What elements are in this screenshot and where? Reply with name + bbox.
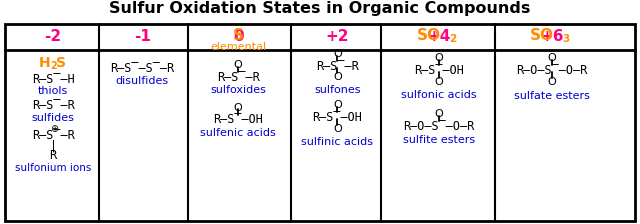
Text: R–S̅–OH: R–S̅–OH	[213, 113, 263, 126]
Text: sulfate esters: sulfate esters	[514, 91, 589, 101]
Text: 2: 2	[51, 61, 57, 71]
Text: O: O	[333, 72, 342, 82]
Text: R–S̅–H: R–S̅–H	[32, 73, 74, 86]
Text: 2: 2	[449, 34, 457, 44]
Text: +4: +4	[428, 29, 451, 44]
Text: S: S	[56, 56, 67, 70]
Text: R–O–S̅–O–R: R–O–S̅–O–R	[403, 120, 475, 133]
Text: R–S̅–OH: R–S̅–OH	[414, 64, 464, 77]
Text: +6: +6	[540, 29, 563, 44]
Text: O: O	[333, 124, 342, 134]
Text: -2: -2	[45, 29, 61, 44]
Text: SO: SO	[417, 28, 441, 43]
Text: sulfenic acids: sulfenic acids	[200, 128, 276, 138]
Text: R–S̅–R: R–S̅–R	[316, 60, 358, 73]
Text: R–S̅–R: R–S̅–R	[32, 129, 74, 142]
Text: O: O	[333, 49, 342, 59]
Text: sulfones: sulfones	[314, 85, 360, 95]
Text: R–O–S̅–O–R: R–O–S̅–O–R	[516, 64, 588, 77]
Text: 3: 3	[562, 34, 570, 44]
Text: sulfite esters: sulfite esters	[403, 135, 475, 145]
Text: R–S̅–S̅–R: R–S̅–S̅–R	[110, 62, 174, 75]
Text: sulfinic acids: sulfinic acids	[301, 137, 373, 147]
Text: sulfonic acids: sulfonic acids	[401, 90, 477, 99]
Text: thiols: thiols	[38, 86, 68, 96]
Text: ⊕: ⊕	[50, 124, 58, 134]
Text: Sulfur Oxidation States in Organic Compounds: Sulfur Oxidation States in Organic Compo…	[109, 2, 531, 16]
Text: sulfides: sulfides	[32, 113, 74, 123]
Text: O: O	[547, 77, 556, 87]
Text: R–S̅–R: R–S̅–R	[217, 71, 259, 84]
Text: SO: SO	[529, 28, 554, 43]
Text: elemental: elemental	[210, 43, 266, 52]
Text: +2: +2	[326, 29, 349, 44]
Text: R–S̅–OH: R–S̅–OH	[312, 111, 362, 124]
Text: H: H	[39, 56, 51, 70]
Text: 0: 0	[233, 29, 243, 44]
Text: S: S	[232, 28, 244, 43]
Text: O: O	[435, 53, 444, 63]
Text: R: R	[49, 149, 57, 162]
Text: O: O	[547, 53, 556, 63]
Text: O: O	[333, 100, 342, 110]
Text: O: O	[234, 103, 243, 112]
Bar	[5, 24, 635, 221]
Text: |: |	[49, 140, 57, 153]
Text: sulfonium ions: sulfonium ions	[15, 163, 92, 173]
Text: R–S̅–R: R–S̅–R	[32, 99, 74, 112]
Text: disulfides: disulfides	[115, 76, 169, 86]
Text: sulfoxides: sulfoxides	[210, 85, 266, 95]
Text: O: O	[435, 77, 444, 87]
Text: O: O	[234, 60, 243, 70]
Text: O: O	[435, 109, 444, 119]
Text: -1: -1	[134, 29, 150, 44]
